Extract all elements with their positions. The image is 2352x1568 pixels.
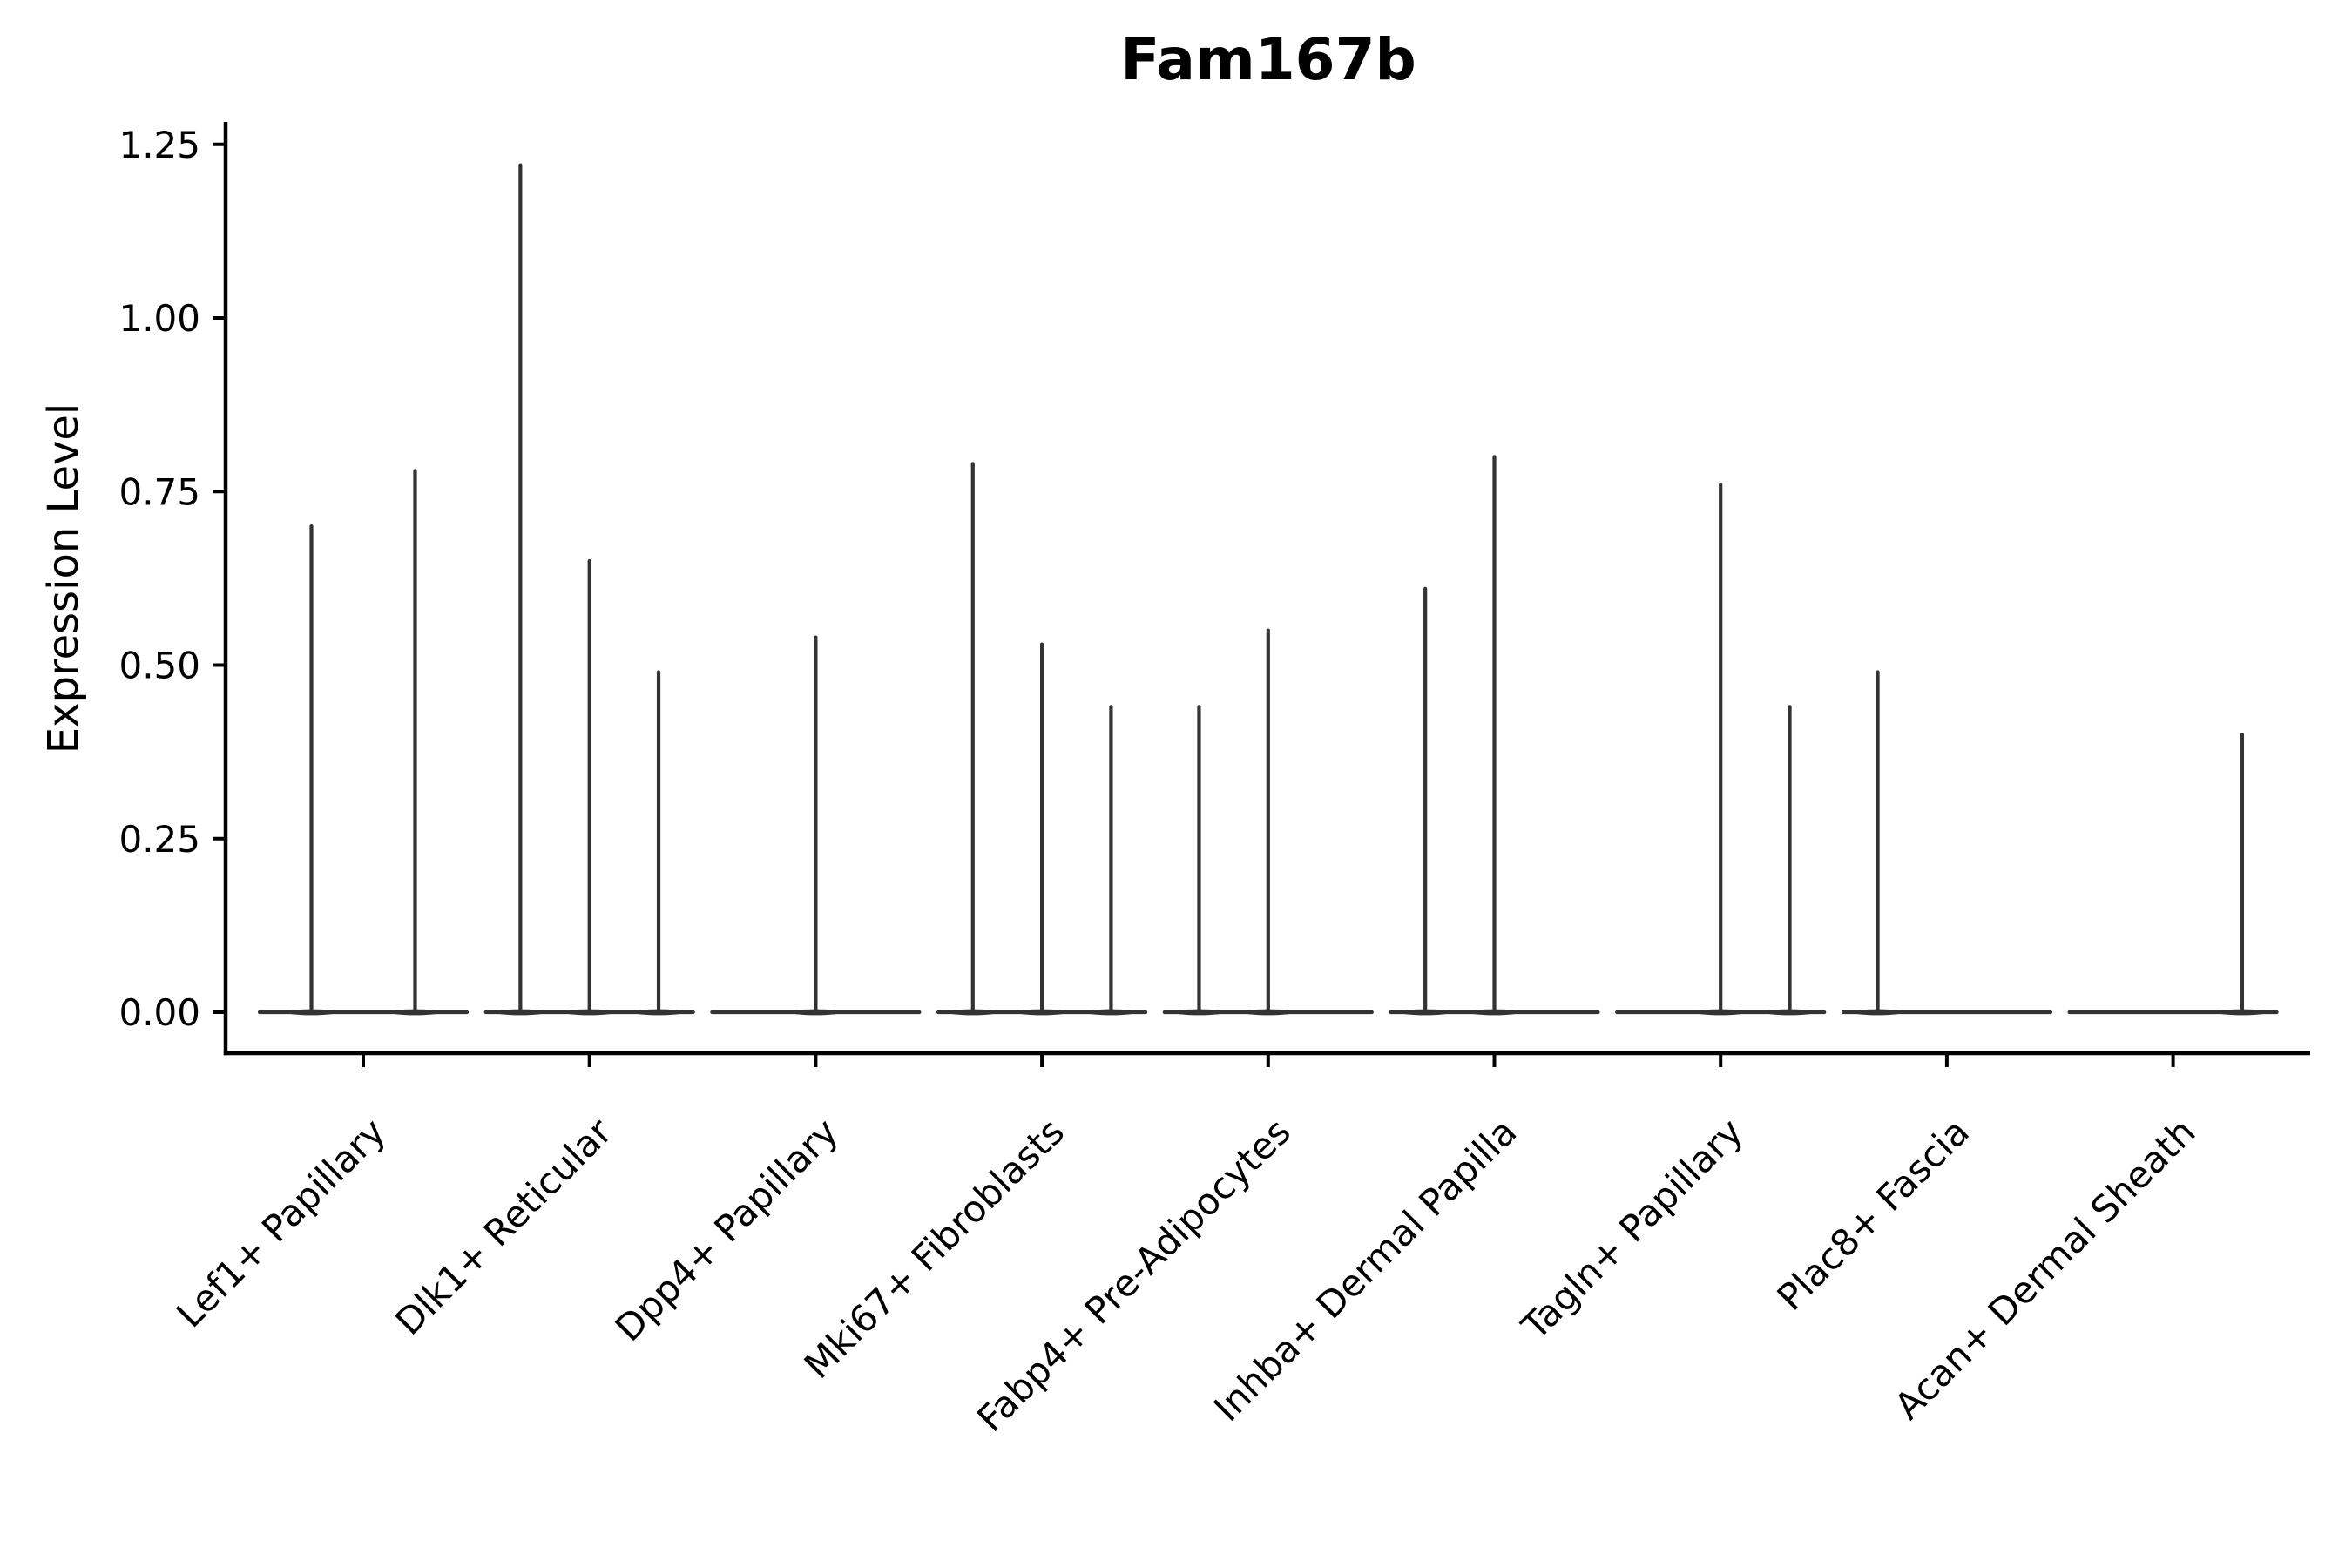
x-tick-label: Dlk1+ Reticular [387,1110,620,1343]
y-axis-label: Expression Level [39,402,88,754]
x-tick-label: Lef1+ Papillary [168,1110,394,1335]
y-tick-label: 1.25 [118,124,200,166]
x-tick-label: Mki67+ Fibroblasts [796,1110,1072,1386]
x-tick-label: Tagln+ Papillary [1513,1110,1751,1348]
y-tick-label: 0.75 [118,470,200,513]
y-tick-label: 0.00 [118,991,200,1034]
chart-title: Fam167b [1120,26,1416,93]
x-tick-label: Dpp4+ Papillary [607,1110,847,1349]
x-tick-label: Plac8+ Fascia [1769,1110,1977,1318]
y-tick-label: 0.25 [118,818,200,861]
y-tick-label: 1.00 [118,297,200,340]
y-tick-label: 0.50 [118,645,200,687]
